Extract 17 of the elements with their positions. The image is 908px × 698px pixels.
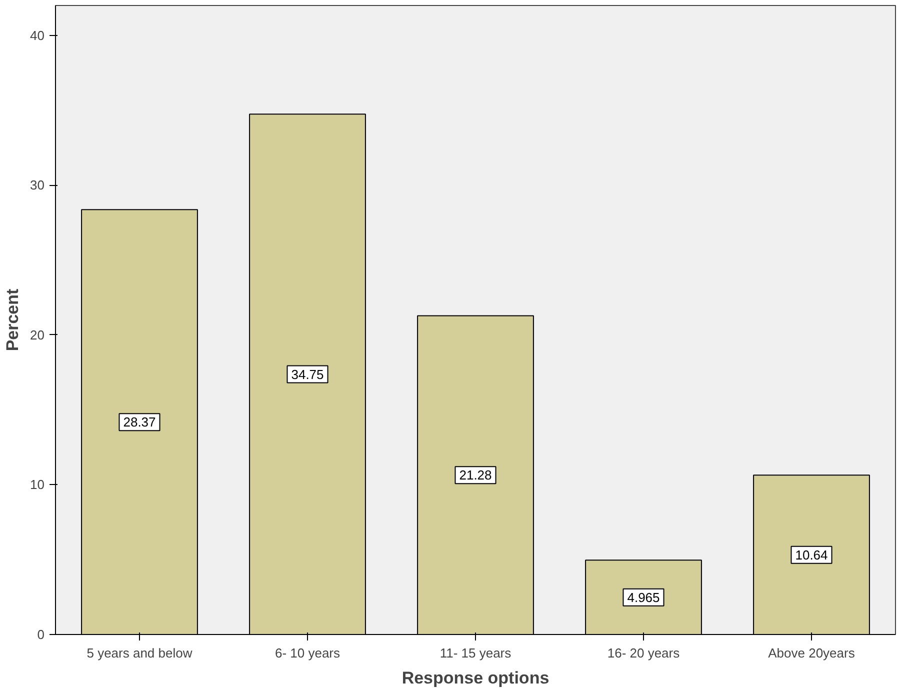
y-tick-label: 0 [37, 627, 45, 642]
data-label: 34.75 [291, 366, 324, 382]
x-tick-label: 6- 10 years [274, 646, 341, 660]
x-tick-label: 16- 20 years [607, 646, 680, 660]
data-label: 10.64 [795, 547, 828, 562]
x-tick-label: Above 20years [768, 646, 856, 660]
data-label: 21.28 [459, 468, 492, 483]
y-tick-label: 30 [30, 178, 45, 193]
x-axis-title: Response options [402, 668, 550, 688]
y-tick-label: 40 [30, 28, 45, 43]
y-axis-title: Percent [3, 288, 22, 352]
data-label: 4.965 [627, 590, 660, 605]
x-tick-label: 11- 15 years [440, 646, 512, 660]
y-tick-label: 20 [30, 327, 45, 342]
y-tick-label: 10 [30, 477, 45, 492]
x-tick-label: 5 years and below [86, 646, 193, 660]
data-label: 28.37 [123, 414, 156, 430]
